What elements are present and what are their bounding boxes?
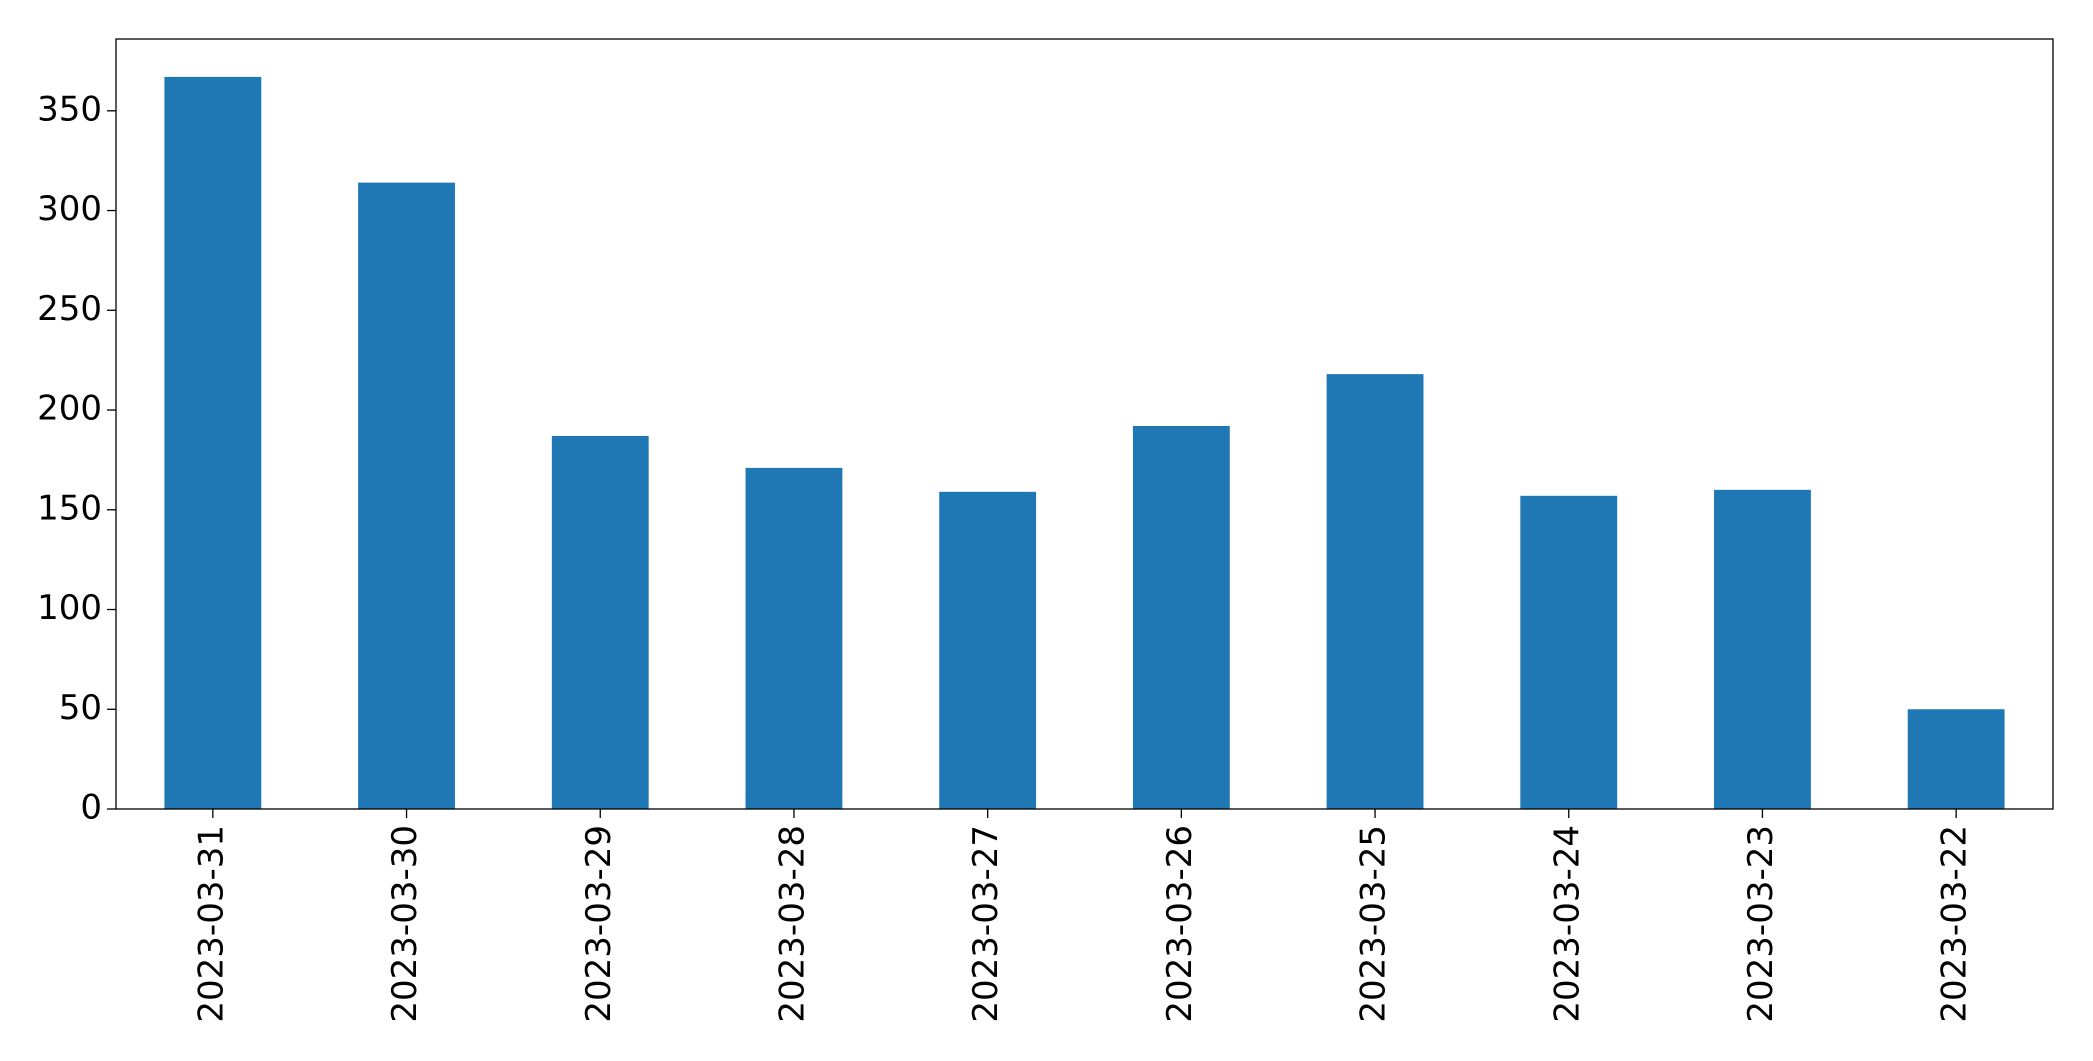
x-tick-label: 2023-03-28 xyxy=(772,825,812,1023)
x-tick-label: 2023-03-25 xyxy=(1354,825,1394,1023)
x-tick-label: 2023-03-29 xyxy=(579,825,619,1023)
x-tick-label: 2023-03-24 xyxy=(1547,825,1587,1023)
y-tick-label: 50 xyxy=(59,688,102,728)
bar xyxy=(164,76,262,810)
bar xyxy=(745,467,843,809)
x-tick-label: 2023-03-26 xyxy=(1160,825,1200,1023)
y-tick-label: 250 xyxy=(37,289,102,329)
y-tick-label: 0 xyxy=(80,788,102,828)
bar xyxy=(551,435,649,809)
x-tick-label: 2023-03-30 xyxy=(385,825,425,1023)
bar xyxy=(1520,495,1618,809)
y-tick-label: 350 xyxy=(37,89,102,129)
x-tick-label: 2023-03-31 xyxy=(191,825,231,1023)
x-tick-label: 2023-03-23 xyxy=(1741,825,1781,1023)
y-tick-label: 300 xyxy=(37,189,102,229)
y-tick-label: 200 xyxy=(37,389,102,429)
plot-frame xyxy=(115,38,2054,810)
bar xyxy=(1714,489,1811,809)
bar xyxy=(939,491,1037,809)
bar xyxy=(1907,709,2005,809)
bar xyxy=(1132,425,1230,809)
bar xyxy=(358,182,455,809)
y-tick-label: 150 xyxy=(37,488,102,528)
y-tick-label: 100 xyxy=(37,588,102,628)
bar xyxy=(1326,374,1424,809)
x-tick-label: 2023-03-22 xyxy=(1935,825,1975,1023)
x-tick-label: 2023-03-27 xyxy=(966,825,1006,1023)
